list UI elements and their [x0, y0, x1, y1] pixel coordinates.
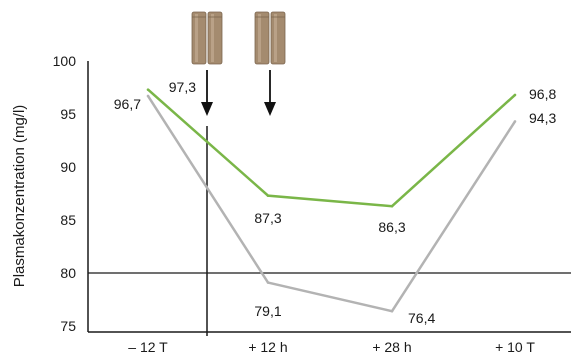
data-label: 79,1 — [254, 303, 281, 319]
y-tick-label: 95 — [60, 106, 76, 122]
axes — [87, 61, 571, 333]
data-label: 76,4 — [408, 310, 435, 326]
y-tick-label: 85 — [60, 212, 76, 228]
reference-layer — [88, 126, 571, 336]
y-tick-labels: 75 80 85 90 95 100 — [53, 53, 77, 334]
data-labels-layer: 97,3 87,3 86,3 96,8 96,7 79,1 76,4 94,3 — [114, 79, 557, 326]
arrow-head — [201, 102, 213, 116]
y-tick-label: 75 — [60, 318, 76, 334]
series-point — [266, 281, 270, 284]
series-point — [513, 93, 517, 97]
series-point — [146, 94, 150, 98]
tablets-icon — [254, 11, 286, 65]
x-tick-label: + 10 T — [495, 339, 535, 355]
tablet-body — [207, 11, 223, 65]
data-label: 87,3 — [254, 210, 281, 226]
tablet-highlight — [211, 14, 214, 62]
series-layer — [146, 88, 517, 313]
series-point — [146, 88, 150, 91]
y-tick-label: 90 — [60, 159, 76, 175]
tablet-body — [270, 11, 286, 65]
data-label: 96,7 — [114, 96, 141, 112]
y-tick-label: 80 — [60, 265, 76, 281]
series-point — [266, 194, 270, 197]
tablet-highlight — [195, 14, 198, 62]
tablet-body — [191, 11, 207, 65]
data-label: 86,3 — [378, 219, 405, 235]
x-tick-label: + 12 h — [248, 339, 287, 355]
series-point — [390, 309, 394, 313]
tablet-highlight — [274, 14, 277, 62]
series-line-0 — [147, 88, 516, 208]
series-point — [513, 120, 517, 123]
tablets-icon — [191, 11, 223, 65]
x-tick-label: + 28 h — [372, 339, 411, 355]
tablet-highlight — [258, 14, 261, 62]
series-point — [390, 204, 394, 208]
events-layer — [191, 11, 286, 116]
data-label: 94,3 — [529, 110, 556, 126]
tablet-body — [254, 11, 270, 65]
series-line-1 — [146, 95, 517, 313]
x-tick-labels: – 12 T + 12 h + 28 h + 10 T — [128, 339, 535, 355]
data-label: 97,3 — [169, 79, 196, 95]
arrow-head — [264, 102, 276, 116]
y-axis-title: Plasmakonzentration (mg/l) — [11, 105, 28, 288]
y-tick-label: 100 — [53, 53, 77, 69]
x-tick-label: – 12 T — [128, 339, 168, 355]
data-label: 96,8 — [529, 86, 556, 102]
